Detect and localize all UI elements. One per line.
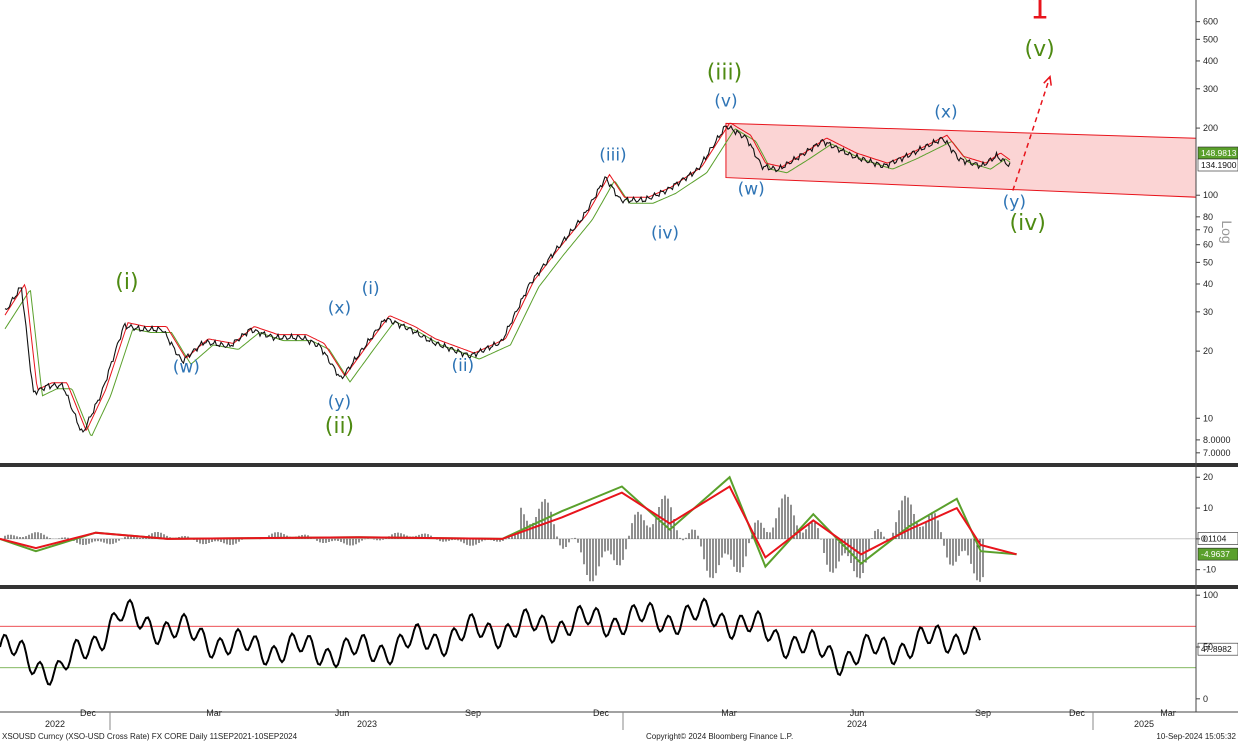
wave-label: (iv) [651, 223, 679, 243]
wave-label: (x) [934, 103, 957, 123]
price-last-value: 134.1900 [1201, 160, 1237, 170]
price-y-tick-label: 30 [1203, 307, 1213, 317]
price-y-tick-label: 100 [1203, 190, 1218, 200]
x-month-tick-label: Mar [721, 708, 737, 718]
macd-last-signal: -4.9637 [1201, 549, 1230, 559]
macd-y-tick-label: 20 [1203, 472, 1213, 482]
x-month-tick-label: Sep [975, 708, 991, 718]
price-y-tick-label: 200 [1203, 123, 1218, 133]
macd-y-tick-label: -10 [1203, 565, 1216, 575]
wave-label: (v) [714, 91, 737, 111]
projection-line [1012, 76, 1051, 191]
price-series [4, 124, 1011, 433]
wave-label: (w) [738, 179, 765, 199]
footer-left: XSOUSD Curncy (XSO-USD Cross Rate) FX CO… [2, 732, 298, 741]
x-year-tick-label: 2022 [45, 719, 65, 729]
wave-label: (i) [115, 270, 138, 295]
footer-right: 10-Sep-2024 15:05:32 [1156, 732, 1236, 741]
wave-label: (x) [328, 298, 351, 318]
price-y-tick-label: 20 [1203, 346, 1213, 356]
x-month-tick-label: Jun [335, 708, 350, 718]
footer: XSOUSD Curncy (XSO-USD Cross Rate) FX CO… [2, 732, 1237, 741]
price-y-tick-label: 400 [1203, 56, 1218, 66]
price-y-tick-label: 8.0000 [1203, 435, 1231, 445]
rsi-y-tick-label: 50 [1203, 642, 1213, 652]
x-month-tick-label: Jun [850, 708, 865, 718]
x-year-tick-label: 2024 [847, 719, 867, 729]
wave-label: (iii) [599, 146, 626, 166]
price-y-tick-label: 300 [1203, 84, 1218, 94]
x-year-tick-label: 2025 [1134, 719, 1154, 729]
wave-label: (iii) [707, 61, 743, 86]
rsi-y-tick-label: 100 [1203, 590, 1218, 600]
rsi-last-value: 47.8982 [1201, 644, 1232, 654]
price-y-tick-label: 40 [1203, 279, 1213, 289]
price-y-tick-label: 80 [1203, 212, 1213, 222]
x-year-tick-label: 2023 [357, 719, 377, 729]
price-last-ma: 148.9813 [1201, 148, 1237, 158]
wave-label: (ii) [325, 414, 354, 439]
wave-label: (iv) [1010, 211, 1046, 236]
price-last-value-box [1197, 158, 1238, 172]
x-month-tick-label: Dec [80, 708, 97, 718]
wave-label: 1 [1030, 0, 1049, 26]
x-month-tick-label: Dec [1069, 708, 1086, 718]
x-month-tick-label: Dec [593, 708, 610, 718]
macd-line-red [0, 485, 1017, 559]
x-month-tick-label: Sep [465, 708, 481, 718]
separator-macd-rsi [0, 585, 1238, 589]
macd-y-tick-label: 0 [1203, 534, 1208, 544]
wave-label: (ii) [451, 356, 474, 376]
y-axis-label: Log [1219, 220, 1235, 243]
macd-y-tick-label: 10 [1203, 503, 1213, 513]
price-y-tick-label: 60 [1203, 240, 1213, 250]
price-y-tick-label: 70 [1203, 225, 1213, 235]
wave-label: (v) [1025, 37, 1055, 62]
rsi-line [0, 597, 981, 686]
price-y-tick-label: 7.0000 [1203, 448, 1231, 458]
wave-label: (y) [328, 392, 351, 412]
separator-price-macd [0, 463, 1238, 467]
projection-arrowhead [1043, 75, 1052, 86]
price-ma-red [4, 122, 1011, 432]
macd-last-signal-box [1197, 547, 1238, 561]
price-y-tick-label: 600 [1203, 17, 1218, 27]
price-y-tick-label: 500 [1203, 34, 1218, 44]
rsi-y-tick-label: 0 [1203, 694, 1208, 704]
rsi-last-value-box [1197, 642, 1238, 656]
wave-label: (i) [362, 279, 380, 299]
x-month-tick-label: Mar [1160, 708, 1176, 718]
macd-last-value: 0.1104 [1201, 534, 1227, 544]
x-month-tick-label: Mar [206, 708, 222, 718]
price-y-tick-label: 10 [1203, 413, 1213, 423]
price-y-tick-label: 50 [1203, 257, 1213, 267]
wave-label: (y) [1003, 193, 1026, 213]
footer-center: Copyright© 2024 Bloomberg Finance L.P. [646, 732, 793, 741]
wave-label: (w) [173, 358, 200, 378]
